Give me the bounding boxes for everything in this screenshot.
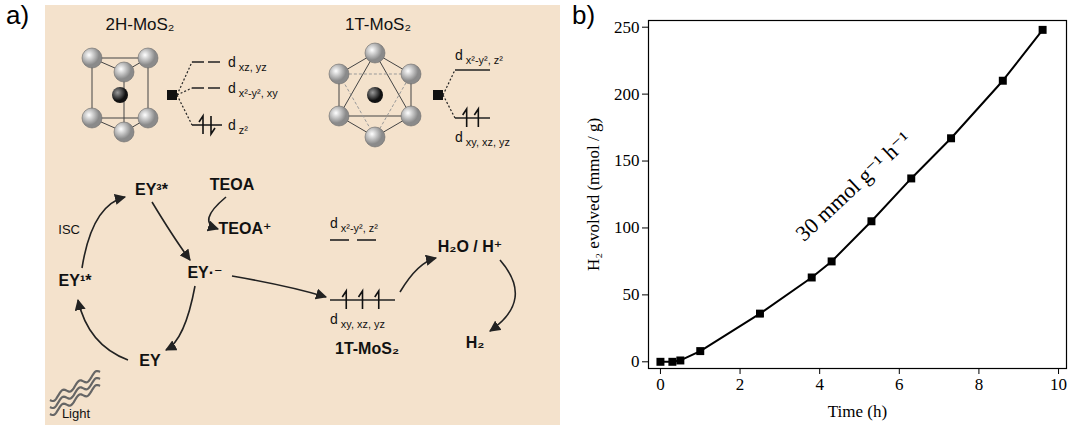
- svg-text:0: 0: [656, 375, 665, 394]
- svg-text:6: 6: [895, 375, 904, 394]
- svg-text:0: 0: [631, 352, 640, 371]
- svg-text:100: 100: [614, 218, 640, 237]
- svg-text:EY·⁻: EY·⁻: [187, 264, 222, 281]
- svg-text:8: 8: [975, 375, 984, 394]
- html-text:b): b): [572, 0, 596, 30]
- svg-text:200: 200: [614, 85, 640, 104]
- svg-text:50: 50: [623, 285, 640, 304]
- svg-text:H₂ evolved (mmol / g): H₂ evolved (mmol / g): [584, 118, 603, 271]
- svg-text:EY³*: EY³*: [135, 181, 169, 198]
- svg-text:EY¹*: EY¹*: [59, 272, 93, 289]
- svg-text:d x²-y², z²: d x²-y², z²: [455, 47, 503, 66]
- svg-text:EY: EY: [139, 352, 161, 369]
- svg-text:150: 150: [614, 151, 640, 170]
- svg-text:10: 10: [1050, 375, 1067, 394]
- svg-text:2H-MoS₂: 2H-MoS₂: [106, 15, 175, 34]
- svg-text:d xy, xz, yz: d xy, xz, yz: [330, 311, 385, 330]
- svg-text:H₂: H₂: [466, 334, 485, 351]
- svg-text:d x²-y², z²: d x²-y², z²: [330, 215, 378, 234]
- svg-text:Light: Light: [62, 406, 91, 421]
- svg-text:Time (h): Time (h): [828, 402, 887, 421]
- svg-text:1T-MoS₂: 1T-MoS₂: [345, 15, 411, 34]
- svg-text:4: 4: [815, 375, 824, 394]
- svg-text:d z²: d z²: [228, 117, 248, 136]
- svg-text:d x²-y², xy: d x²-y², xy: [228, 80, 278, 99]
- svg-text:H₂O / H⁺: H₂O / H⁺: [438, 238, 502, 255]
- svg-text:d xz, yz: d xz, yz: [228, 54, 267, 73]
- svg-text:d xy, xz, yz: d xy, xz, yz: [455, 129, 510, 148]
- svg-text:2: 2: [736, 375, 745, 394]
- svg-text:250: 250: [614, 18, 640, 37]
- svg-text:TEOA⁺: TEOA⁺: [219, 220, 272, 237]
- svg-text:TEOA: TEOA: [210, 176, 255, 193]
- html-text:a): a): [6, 0, 30, 30]
- svg-text:1T-MoS₂: 1T-MoS₂: [335, 340, 399, 357]
- svg-text:30 mmol g⁻¹ h⁻¹: 30 mmol g⁻¹ h⁻¹: [790, 126, 915, 245]
- svg-text:ISC: ISC: [58, 222, 80, 237]
